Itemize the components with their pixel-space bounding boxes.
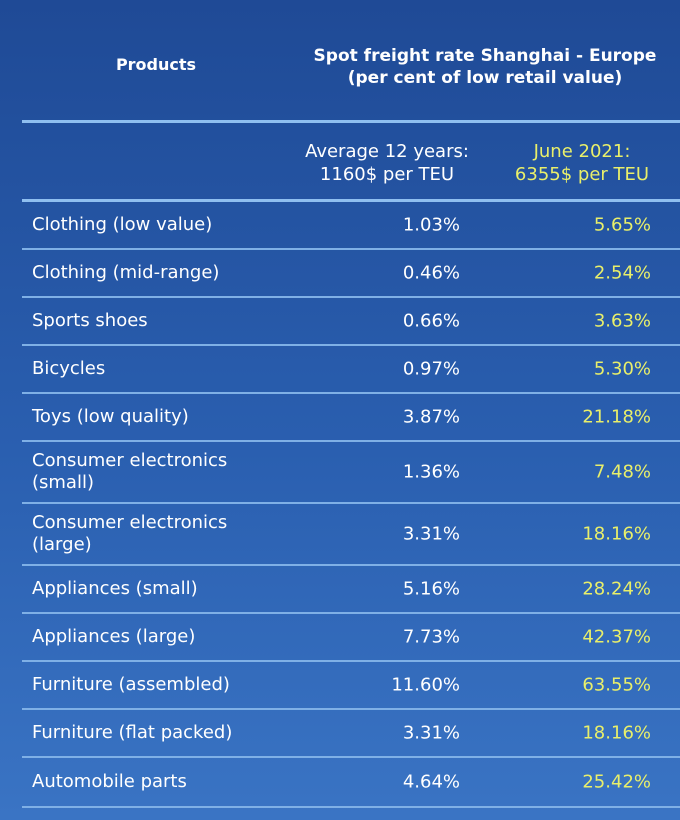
table-subheader: Average 12 years: 1160$ per TEU June 202…: [22, 123, 680, 199]
june-rate-cell: 25.42%: [582, 771, 651, 793]
average-rate-cell: 7.73%: [402, 626, 460, 648]
june-rate-cell: 2.54%: [593, 262, 651, 284]
header-separator: [22, 120, 680, 123]
june-rate-cell: 63.55%: [582, 674, 651, 696]
average-column-header: Average 12 years: 1160$ per TEU: [292, 140, 482, 186]
average-rate-cell: 0.46%: [402, 262, 460, 284]
product-name-cell: Clothing (mid-range): [32, 262, 220, 283]
spot-freight-header-line2: (per cent of low retail value): [347, 68, 623, 88]
product-name-cell: Toys (low quality): [32, 406, 189, 427]
june-header-line1: June 2021:: [533, 141, 631, 162]
june-rate-cell: 28.24%: [582, 578, 651, 600]
average-rate-cell: 0.66%: [402, 310, 460, 332]
spot-freight-header: Spot freight rate Shanghai - Europe (per…: [290, 45, 680, 89]
spot-freight-header-line1: Spot freight rate Shanghai - Europe: [313, 46, 657, 66]
table-row: Clothing (mid-range) 0.46% 2.54%: [22, 250, 680, 298]
freight-rate-table: Products Spot freight rate Shanghai - Eu…: [22, 0, 680, 808]
average-header-line2: 1160$ per TEU: [319, 164, 455, 185]
june-rate-cell: 18.16%: [582, 722, 651, 744]
product-name-cell: Consumer electronics (large): [32, 512, 228, 555]
average-rate-cell: 1.03%: [402, 214, 460, 236]
average-rate-cell: 4.64%: [402, 771, 460, 793]
average-rate-cell: 3.31%: [402, 523, 460, 545]
june-rate-cell: 5.30%: [593, 358, 651, 380]
product-name-cell: Automobile parts: [32, 771, 187, 792]
june-rate-cell: 18.16%: [582, 523, 651, 545]
table-row: Automobile parts 4.64% 25.42%: [22, 758, 680, 808]
table-body: Clothing (low value) 1.03% 5.65% Clothing (…: [22, 202, 680, 808]
table-header: Products Spot freight rate Shanghai - Eu…: [22, 0, 680, 120]
june-rate-cell: 7.48%: [593, 461, 651, 483]
average-rate-cell: 11.60%: [391, 674, 460, 696]
average-rate-cell: 1.36%: [402, 461, 460, 483]
table-row: Appliances (large) 7.73% 42.37%: [22, 614, 680, 662]
table-row: Furniture (flat packed) 3.31% 18.16%: [22, 710, 680, 758]
june-rate-cell: 5.65%: [593, 214, 651, 236]
table-row: Consumer electronics (large) 3.31% 18.16%: [22, 504, 680, 566]
product-name-cell: Appliances (large): [32, 626, 196, 647]
product-name-cell: Furniture (assembled): [32, 674, 230, 695]
table-row: Consumer electronics (small) 1.36% 7.48%: [22, 442, 680, 504]
june-header-line2: 6355$ per TEU: [514, 164, 650, 185]
subheader-separator: [22, 199, 680, 202]
table-row: Furniture (assembled) 11.60% 63.55%: [22, 662, 680, 710]
average-header-line1: Average 12 years:: [305, 141, 469, 162]
product-name-cell: Bicycles: [32, 358, 106, 379]
average-rate-cell: 5.16%: [402, 578, 460, 600]
products-column-header: Products: [115, 55, 197, 74]
average-rate-cell: 0.97%: [402, 358, 460, 380]
average-rate-cell: 3.31%: [402, 722, 460, 744]
product-name-cell: Furniture (flat packed): [32, 722, 233, 743]
product-name-cell: Consumer electronics (small): [32, 450, 228, 493]
table-row: Toys (low quality) 3.87% 21.18%: [22, 394, 680, 442]
product-name-cell: Sports shoes: [32, 310, 148, 331]
product-name-cell: Appliances (small): [32, 578, 198, 599]
average-rate-cell: 3.87%: [402, 406, 460, 428]
table-row: Clothing (low value) 1.03% 5.65%: [22, 202, 680, 250]
june-rate-cell: 42.37%: [582, 626, 651, 648]
table-row: Appliances (small) 5.16% 28.24%: [22, 566, 680, 614]
table-row: Bicycles 0.97% 5.30%: [22, 346, 680, 394]
june-rate-cell: 3.63%: [593, 310, 651, 332]
product-name-cell: Clothing (low value): [32, 214, 213, 235]
table-row: Sports shoes 0.66% 3.63%: [22, 298, 680, 346]
june-rate-cell: 21.18%: [582, 406, 651, 428]
june-column-header: June 2021: 6355$ per TEU: [497, 140, 667, 186]
